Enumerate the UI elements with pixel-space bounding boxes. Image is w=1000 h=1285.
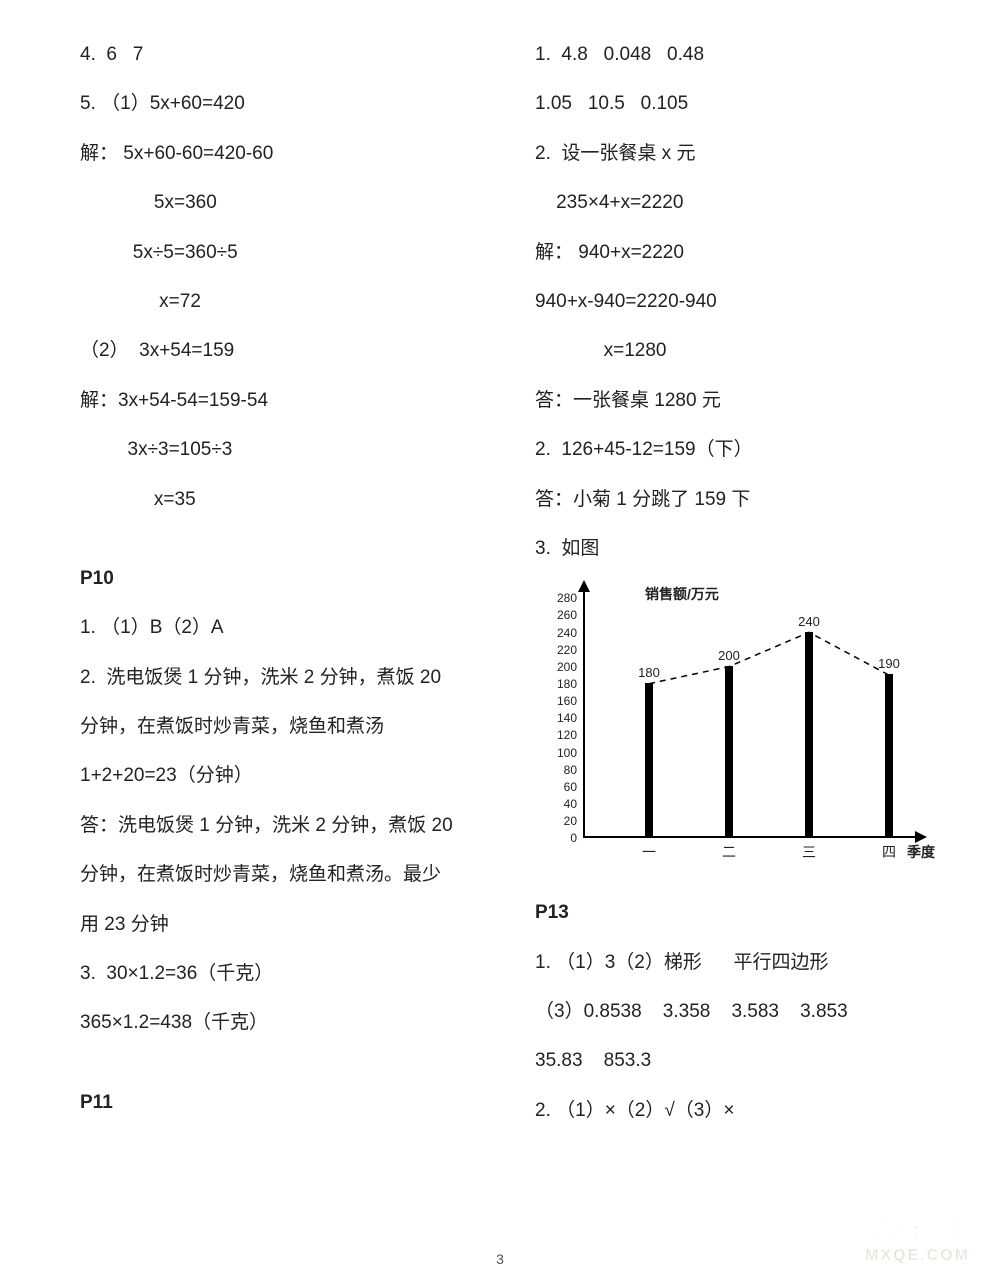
text-line: 答：洗电饭煲 1 分钟，洗米 2 分钟，煮饭 20 xyxy=(80,801,485,850)
watermark-bottom: MXQE.COM xyxy=(865,1247,970,1265)
x-axis-label: 季度 xyxy=(907,842,935,862)
bar-value-label: 200 xyxy=(718,648,740,663)
text-line: 5x÷5=360÷5 xyxy=(80,228,485,277)
y-tick-label: 180 xyxy=(547,677,577,691)
chart-bar xyxy=(805,632,813,838)
bar-value-label: 190 xyxy=(878,656,900,671)
text-line: 3. 如图 xyxy=(535,524,940,573)
text-line: 1+2+20=23（分钟） xyxy=(80,751,485,800)
text-line: 5x=360 xyxy=(80,178,485,227)
text-line: 2. （1）×（2）√（3）× xyxy=(535,1086,940,1135)
y-tick-label: 60 xyxy=(547,780,577,794)
text-line: 1. （1）B（2）A xyxy=(80,603,485,652)
x-tick-label: 二 xyxy=(722,842,736,862)
text-line: 2. 126+45-12=159（下） xyxy=(535,425,940,474)
page: 4. 6 75. （1）5x+60=420解： 5x+60-60=420-60 … xyxy=(80,30,940,1230)
y-tick-label: 20 xyxy=(547,814,577,828)
text-line: 解：3x+54-54=159-54 xyxy=(80,376,485,425)
y-tick-label: 120 xyxy=(547,728,577,742)
chart-bar xyxy=(645,683,653,837)
text-line: 365×1.2=438（千克） xyxy=(80,998,485,1047)
text-line: 1. 4.8 0.048 0.48 xyxy=(535,30,940,79)
y-tick-label: 200 xyxy=(547,660,577,674)
text-line: 用 23 分钟 xyxy=(80,900,485,949)
text-line: 3x÷3=105÷3 xyxy=(80,425,485,474)
text-line: （2） 3x+54=159 xyxy=(80,326,485,375)
x-tick-label: 四 xyxy=(882,842,896,862)
text-line: 2. 设一张餐桌 x 元 xyxy=(535,129,940,178)
bar-value-label: 240 xyxy=(798,614,820,629)
y-tick-label: 100 xyxy=(547,746,577,760)
text-line: 1.05 10.5 0.105 xyxy=(535,79,940,128)
text-line: x=35 xyxy=(80,475,485,524)
y-tick-label: 240 xyxy=(547,626,577,640)
section-heading: P13 xyxy=(535,888,940,937)
y-tick-label: 220 xyxy=(547,643,577,657)
text-line: 解： 5x+60-60=420-60 xyxy=(80,129,485,178)
left-column: 4. 6 75. （1）5x+60=420解： 5x+60-60=420-60 … xyxy=(80,30,485,1230)
text-line: 分钟，在煮饭时炒青菜，烧鱼和煮汤。最少 xyxy=(80,850,485,899)
text-line: 1. （1）3（2）梯形 平行四边形 xyxy=(535,938,940,987)
text-line: 解： 940+x=2220 xyxy=(535,228,940,277)
text-line: x=72 xyxy=(80,277,485,326)
text-line: 答：小菊 1 分跳了 159 下 xyxy=(535,475,940,524)
chart-bar xyxy=(885,674,893,837)
watermark-top: 答案圈 xyxy=(865,1207,970,1247)
y-tick-label: 40 xyxy=(547,797,577,811)
page-number: 3 xyxy=(496,1251,504,1267)
y-tick-label: 0 xyxy=(547,831,577,845)
text-line: 35.83 853.3 xyxy=(535,1036,940,1085)
right-column: 1. 4.8 0.048 0.481.05 10.5 0.1052. 设一张餐桌… xyxy=(535,30,940,1230)
y-tick-label: 280 xyxy=(547,591,577,605)
y-tick-label: 260 xyxy=(547,608,577,622)
watermark: 答案圈 MXQE.COM xyxy=(865,1207,970,1265)
text-line: x=1280 xyxy=(535,326,940,375)
chart-title: 销售额/万元 xyxy=(645,584,719,604)
x-tick-label: 三 xyxy=(802,842,816,862)
y-tick-label: 80 xyxy=(547,763,577,777)
sales-bar-chart: 销售额/万元 0 20 40 60 80 100 120 140 160 180 200 220 240 2… xyxy=(535,578,935,868)
chart-bar xyxy=(725,666,733,837)
text-line: 分钟，在煮饭时炒青菜，烧鱼和煮汤 xyxy=(80,702,485,751)
section-heading: P11 xyxy=(80,1078,485,1127)
text-line: 2. 洗电饭煲 1 分钟，洗米 2 分钟，煮饭 20 xyxy=(80,653,485,702)
x-tick-label: 一 xyxy=(642,842,656,862)
spacer xyxy=(80,524,485,554)
text-line: 4. 6 7 xyxy=(80,30,485,79)
y-axis xyxy=(583,588,585,838)
x-axis xyxy=(583,836,920,838)
text-line: 答：一张餐桌 1280 元 xyxy=(535,376,940,425)
y-tick-label: 160 xyxy=(547,694,577,708)
section-heading: P10 xyxy=(80,554,485,603)
text-line: （3）0.8538 3.358 3.583 3.853 xyxy=(535,987,940,1036)
bar-value-label: 180 xyxy=(638,665,660,680)
y-axis-arrow-icon xyxy=(578,580,590,592)
text-line: 3. 30×1.2=36（千克） xyxy=(80,949,485,998)
text-line: 235×4+x=2220 xyxy=(535,178,940,227)
text-line: 940+x-940=2220-940 xyxy=(535,277,940,326)
spacer xyxy=(80,1048,485,1078)
text-line: 5. （1）5x+60=420 xyxy=(80,79,485,128)
y-tick-label: 140 xyxy=(547,711,577,725)
